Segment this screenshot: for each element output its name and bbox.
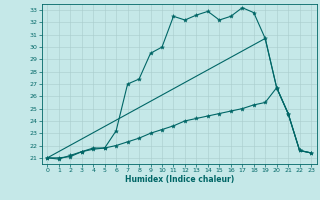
- X-axis label: Humidex (Indice chaleur): Humidex (Indice chaleur): [124, 175, 234, 184]
